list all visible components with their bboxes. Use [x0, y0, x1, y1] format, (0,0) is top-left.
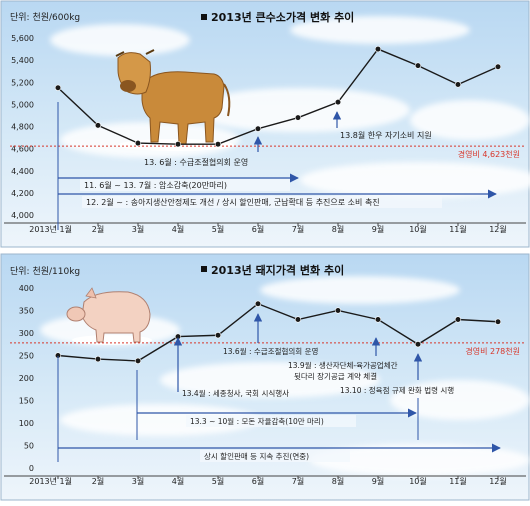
data-point — [374, 316, 382, 323]
y-tick-label: 150 — [19, 397, 34, 406]
data-point — [214, 141, 222, 148]
annotation-pig-sep-2: 뒷다리 장기공급 계약 체결 — [294, 371, 377, 381]
y-tick-label: 4,200 — [11, 189, 34, 198]
x-tick-label: 4월 — [172, 224, 184, 234]
chart-cattle-title: 2013년 큰수소가격 변화 추이 — [211, 10, 354, 24]
x-tick-label: 12월 — [489, 476, 507, 486]
x-tick-label: 2013년 1월 — [29, 476, 72, 486]
annotation-pig-yearround: 상시 할인판매 등 지속 추진(연중) — [204, 451, 309, 461]
annotation-cattle-reduction: 11. 6월 ~ 13. 7월 : 암소감축(20만마리) — [84, 180, 227, 190]
chart-pig: 0 50 100 150 200 250 300 350 400 2013년 1월 2월 3월 4월 5… — [0, 253, 530, 501]
data-point — [54, 84, 62, 91]
x-tick-label: 12월 — [489, 224, 507, 234]
y-tick-label: 400 — [19, 284, 34, 293]
chart-pig-reference-label: 경영비 278천원 — [465, 346, 520, 356]
chart-pig-x-ticks: 2013년 1월 2월 3월 4월 5월 6월 7월 8월 9월 10월 11월 12월 — [29, 476, 507, 486]
x-tick-label: 7월 — [292, 476, 304, 486]
x-tick-label: 8월 — [332, 476, 344, 486]
data-point — [374, 45, 382, 53]
data-point — [494, 318, 502, 325]
data-point — [174, 141, 182, 148]
y-tick-label: 200 — [19, 374, 34, 383]
x-tick-label: 2월 — [92, 476, 104, 486]
data-point — [294, 114, 302, 121]
y-tick-label: 4,000 — [11, 211, 34, 220]
chart-cattle-title-bullet — [201, 14, 207, 20]
chart-cattle-x-ticks: 2013년 1월 2월 3월 4월 5월 6월 7월 8월 9월 10월 11월 12월 — [29, 223, 507, 234]
y-tick-label: 250 — [19, 352, 34, 361]
chart-pig-title-bullet — [201, 266, 207, 272]
chart-cattle-reference-label: 경영비 4,623천원 — [458, 149, 520, 159]
data-point — [414, 341, 422, 348]
chart-pig-series-line — [57, 302, 499, 362]
data-point — [494, 63, 502, 70]
y-tick-label: 350 — [19, 307, 34, 316]
y-tick-label: 5,600 — [11, 34, 34, 43]
x-tick-label: 4월 — [172, 476, 184, 486]
y-tick-label: 4,600 — [11, 145, 34, 154]
x-tick-label: 10월 — [409, 476, 427, 486]
annotation-pig-oct: 13.10 : 정육점 규제 완화 법령 시행 — [340, 385, 454, 395]
data-point — [454, 81, 462, 88]
data-point — [334, 99, 342, 106]
x-tick-label: 10월 — [409, 224, 427, 234]
chart-cattle-unit-label: 단위: 천원/600kg — [10, 12, 80, 23]
chart-cattle-y-ticks: 4,000 4,200 4,400 4,600 4,800 5,000 5,200 5,400… — [11, 34, 34, 220]
chart-cattle-points — [54, 45, 502, 148]
data-point — [94, 356, 102, 363]
x-tick-label: 3월 — [132, 476, 144, 486]
data-point — [294, 316, 302, 323]
chart-pig-y-ticks: 0 50 100 150 200 250 300 350 400 — [19, 284, 34, 473]
annotation-cattle-jun: 13. 6월 : 수급조절협의회 운영 — [144, 157, 248, 167]
x-tick-label: 6월 — [252, 476, 264, 486]
y-tick-label: 100 — [19, 419, 34, 428]
annotation-cattle-consumption: 12. 2월 ~ : 송아지생산안정제도 개선 / 상시 할인판매, 군납확대 … — [86, 197, 380, 207]
y-tick-label: 5,200 — [11, 78, 34, 87]
x-tick-label: 3월 — [132, 224, 144, 234]
annotation-pig-jun: 13.6월 : 수급조절협의회 운영 — [223, 346, 318, 356]
data-point — [214, 332, 222, 339]
x-tick-label: 6월 — [252, 224, 264, 234]
chart-pig-annotations: 13.6월 : 수급조절협의회 운영 13.9월 : 생산자단체-육가공업체간 … — [57, 313, 501, 462]
chart-pig-title: 2013년 돼지가격 변화 추이 — [211, 263, 344, 277]
chart-cattle-series-line — [57, 48, 499, 145]
x-tick-label: 11월 — [449, 476, 467, 486]
y-tick-label: 300 — [19, 329, 34, 338]
x-tick-label: 5월 — [212, 224, 224, 234]
x-tick-label: 2월 — [92, 224, 104, 234]
annotation-pig-apr: 13.4월 : 세종청사, 국회 시식행사 — [182, 388, 289, 398]
y-tick-label: 4,800 — [11, 123, 34, 132]
x-tick-label: 9월 — [372, 224, 384, 234]
annotation-cattle-aug: 13.8월 한우 자기소비 지원 — [340, 130, 432, 140]
data-point — [414, 62, 422, 69]
data-point — [134, 139, 142, 147]
data-point — [94, 122, 102, 129]
x-tick-label: 8월 — [332, 224, 344, 234]
annotation-pig-reduction: 13.3 ~ 10월 : 모돈 자율감축(10만 마리) — [190, 416, 324, 426]
chart-cattle: 4,000 4,200 4,400 4,600 4,800 5,000 5,200 5,400… — [0, 0, 530, 248]
y-tick-label: 5,000 — [11, 100, 34, 109]
cow-illustration — [115, 49, 234, 151]
x-tick-label: 11월 — [449, 224, 467, 234]
x-tick-label: 2013년 1월 — [29, 224, 72, 234]
data-point — [254, 125, 262, 132]
x-tick-label: 9월 — [372, 476, 384, 486]
data-point — [454, 316, 462, 323]
y-tick-label: 4,400 — [11, 167, 34, 176]
x-tick-label: 5월 — [212, 476, 224, 486]
y-tick-label: 50 — [24, 442, 34, 451]
y-tick-label: 0 — [29, 464, 34, 473]
chart-cattle-annotations: 13.8월 한우 자기소비 지원 13. 6월 : 수급조절협의회 운영 11.… — [57, 102, 497, 230]
y-tick-label: 5,400 — [11, 56, 34, 65]
data-point — [134, 357, 142, 365]
chart-pig-unit-label: 단위: 천원/110kg — [10, 266, 80, 277]
annotation-pig-sep-1: 13.9월 : 생산자단체-육가공업체간 — [288, 360, 398, 370]
data-point — [254, 300, 262, 307]
data-point — [334, 307, 342, 314]
x-tick-label: 7월 — [292, 224, 304, 234]
chart-pig-points — [54, 300, 502, 365]
